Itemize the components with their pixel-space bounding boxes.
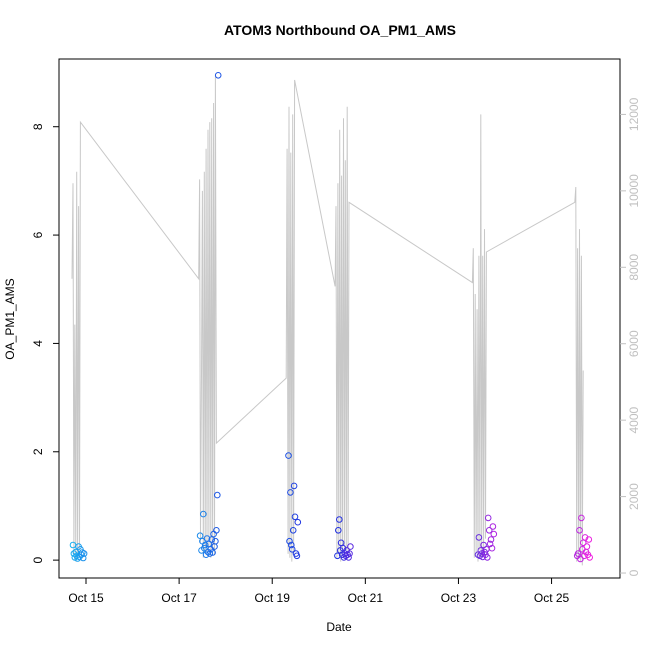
data-point: [485, 527, 493, 534]
data-point: [484, 554, 491, 561]
data-point: [576, 527, 583, 534]
data-point: [345, 554, 352, 561]
data-point: [577, 555, 584, 563]
data-point: [346, 550, 353, 557]
data-point: [201, 544, 208, 552]
data-point: [290, 482, 298, 490]
data-point: [200, 510, 207, 518]
data-point: [586, 554, 594, 561]
y-tick-label: 6: [31, 231, 45, 238]
y-axis-label: OA_PM1_AMS: [3, 278, 17, 359]
y2-tick-label: 0: [627, 569, 641, 576]
y2-tick-label: 8000: [627, 254, 641, 281]
chart-title: ATOM3 Northbound OA_PM1_AMS: [224, 22, 456, 38]
y2-tick-label: 4000: [627, 406, 641, 433]
x-tick-label: Oct 25: [534, 591, 570, 605]
y-tick-label: 4: [31, 340, 45, 347]
y2-tick-label: 10000: [627, 174, 641, 208]
data-point: [289, 527, 297, 534]
x-tick-label: Oct 15: [68, 591, 104, 605]
data-point: [288, 541, 295, 549]
x-tick-label: Oct 23: [441, 591, 477, 605]
x-tick-label: Oct 17: [161, 591, 197, 605]
data-point: [581, 534, 589, 541]
series-line-altitude: [71, 76, 584, 566]
data-point: [487, 536, 495, 543]
data-point: [79, 554, 87, 562]
data-point: [490, 530, 498, 538]
y-tick-label: 0: [31, 556, 45, 563]
data-point: [578, 514, 585, 522]
data-point: [201, 541, 209, 549]
y2-tick-label: 6000: [627, 330, 641, 357]
data-point: [287, 489, 294, 496]
data-point: [488, 544, 496, 552]
x-tick-label: Oct 19: [255, 591, 291, 605]
y2-tick-label: 12000: [627, 97, 641, 131]
x-tick-label: Oct 21: [348, 591, 384, 605]
plot-frame: [58, 58, 621, 579]
data-point: [294, 518, 302, 526]
data-point: [214, 491, 221, 499]
data-point: [335, 527, 342, 534]
data-point: [291, 513, 299, 521]
data-point: [334, 552, 341, 560]
data-point: [196, 532, 204, 540]
data-point: [209, 549, 216, 556]
data-point: [347, 543, 354, 550]
data-point: [288, 546, 296, 553]
altitude-line-layer: [71, 76, 584, 566]
x-axis-label: Date: [326, 620, 352, 634]
data-point: [583, 543, 591, 550]
data-point: [285, 452, 292, 459]
y-tick-label: 2: [31, 448, 45, 455]
data-point: [336, 516, 343, 523]
data-point: [486, 540, 494, 548]
data-point: [212, 537, 219, 545]
data-point: [214, 72, 222, 79]
data-point: [475, 534, 483, 541]
data-point: [213, 527, 220, 534]
axis-layer: Oct 15 Oct 17 Oct 19 Oct 21 Oct 23 Oct 25 0 2 4 6…: [31, 97, 641, 605]
data-point: [286, 537, 293, 545]
data-point: [489, 523, 497, 530]
y-tick-label: 8: [31, 123, 45, 130]
data-point: [293, 552, 301, 560]
y2-tick-label: 2000: [627, 483, 641, 510]
data-point: [574, 550, 582, 557]
data-point: [80, 550, 88, 557]
data-point: [484, 514, 492, 522]
data-point: [585, 536, 593, 543]
data-point-layer: [69, 72, 594, 563]
